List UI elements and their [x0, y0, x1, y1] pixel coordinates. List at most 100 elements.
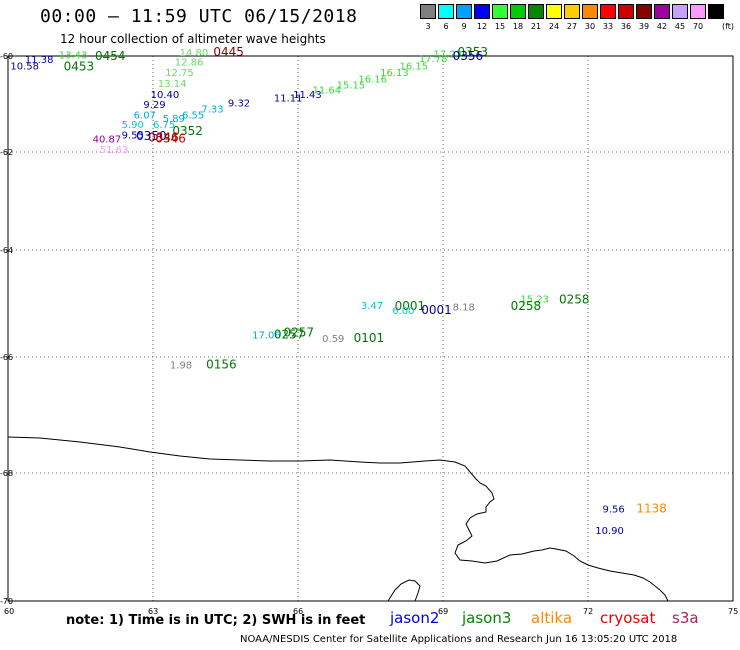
legend-label: 15 [494, 22, 506, 31]
lon-tick-label: 63 [148, 607, 158, 616]
mission-label-s3a: s3a [672, 609, 699, 627]
page-subtitle: 12 hour collection of altimeter wave hei… [60, 32, 326, 46]
lat-tick-label: -66 [0, 353, 13, 362]
observation-time-label: 0001 [395, 299, 426, 313]
wave-height-label: 12.75 [165, 68, 194, 79]
lon-tick-label: 75 [728, 607, 738, 616]
wave-height-label: 6.07 [134, 110, 156, 121]
wave-height-label: 15.15 [337, 81, 366, 92]
observation-time-label: 1138 [636, 502, 667, 516]
legend-label: 18 [512, 22, 524, 31]
legend-label: 39 [638, 22, 650, 31]
lat-tick-label: -70 [0, 597, 13, 606]
wave-height-label: 51.63 [100, 145, 129, 156]
lat-tick-label: -60 [0, 52, 13, 61]
observation-time-label: 0258 [559, 293, 590, 307]
wave-height-label: 17.23 [433, 49, 462, 60]
observation-time-label: 0350 [136, 129, 167, 143]
legend-label: 12 [476, 22, 488, 31]
observation-time-label: 0352 [172, 124, 203, 138]
lat-tick-label: -62 [0, 148, 13, 157]
axis-tick-labels: 60 63 66 69 72 75 -60 -62 -64 -66 -68 -70 [0, 52, 738, 616]
wave-height-label: 15.23 [520, 294, 549, 305]
legend-swatch [690, 4, 706, 19]
mission-label-cryosat: cryosat [600, 609, 656, 627]
legend-swatch [672, 4, 688, 19]
legend-swatch [582, 4, 598, 19]
wave-height-label: 6.00 [392, 306, 414, 317]
legend-swatch [438, 4, 454, 19]
footer-credit: NOAA/NESDIS Center for Satellite Applica… [240, 634, 678, 645]
graticule-grid [8, 56, 733, 601]
wave-height-label: 16.13 [380, 68, 409, 79]
lon-tick-label: 69 [438, 607, 448, 616]
mission-label-jason2: jason2 [390, 609, 440, 627]
wave-height-label: 11.64 [313, 85, 342, 96]
legend-label: 45 [674, 22, 686, 31]
wave-height-label: 6.75 [153, 120, 175, 131]
observation-time-label: 0001 [421, 303, 452, 317]
observation-time-label: 0156 [206, 358, 237, 372]
observation-time-label: 0101 [354, 331, 385, 345]
wave-height-label: 1.98 [170, 361, 192, 372]
legend-label: 9 [461, 22, 467, 31]
legend-label: 42 [656, 22, 668, 31]
legend-swatch [492, 4, 508, 19]
lon-tick-label: 72 [583, 607, 593, 616]
wave-height-label: 9.32 [228, 98, 250, 109]
wave-height-label: 3.47 [361, 301, 383, 312]
legend-swatch [420, 4, 436, 19]
wave-height-label: 9.29 [143, 100, 165, 111]
legend-label: 24 [548, 22, 560, 31]
legend-label: 33 [602, 22, 614, 31]
wave-height-label: 40.87 [93, 134, 122, 145]
legend-swatch [618, 4, 634, 19]
wave-height-label: 16.16 [358, 74, 387, 85]
legend-swatch [564, 4, 580, 19]
legend-swatch [510, 4, 526, 19]
page-title: 00:00 – 11:59 UTC 06/15/2018 [40, 6, 358, 27]
wave-height-label: 11.11 [274, 94, 303, 105]
legend-label: 21 [530, 22, 542, 31]
wave-height-label: 9.56 [603, 505, 625, 516]
lat-tick-label: -68 [0, 469, 13, 478]
map-frame [7, 55, 734, 602]
legend-swatch [654, 4, 670, 19]
wave-height-label: 6.55 [182, 110, 204, 121]
legend-swatch [456, 4, 472, 19]
wave-height-label: 0.59 [322, 334, 344, 345]
observation-time-label: 0258 [511, 299, 542, 313]
footer-note: note: 1) Time is in UTC; 2) SWH is in fe… [66, 613, 366, 628]
legend-label: 70 [692, 22, 704, 31]
coastline-inlet [387, 579, 421, 602]
observation-time-label: 0356 [453, 49, 484, 63]
wave-height-label: 5.90 [122, 120, 144, 131]
wave-height-label: 8.18 [453, 302, 475, 313]
wave-height-label: 14.80 [180, 48, 209, 59]
observation-time-label: 0257 [274, 327, 305, 341]
legend-label: 36 [620, 22, 632, 31]
observation-time-label: 0353 [458, 45, 489, 59]
lat-tick-label: -64 [0, 246, 13, 255]
mission-label-altika: altika [531, 609, 573, 627]
wave-height-label: 11.38 [25, 55, 54, 66]
wave-height-label: 10.90 [595, 526, 624, 537]
lon-tick-label: 66 [293, 607, 303, 616]
observation-time-label: 0454 [95, 49, 126, 63]
legend-label: 30 [584, 22, 596, 31]
wave-height-label: 13.43 [59, 50, 88, 61]
legend-swatch [546, 4, 562, 19]
legend-swatch [636, 4, 652, 19]
wave-height-label: 17.06 [252, 330, 281, 341]
observation-time-label: 0346 [148, 130, 179, 144]
observation-time-label: 0445 [213, 45, 244, 59]
wave-height-label: 16.15 [400, 61, 429, 72]
wave-height-label: 10.40 [151, 90, 180, 101]
observation-time-label: 0257 [284, 326, 315, 340]
legend-label: 6 [443, 22, 449, 31]
wave-height-label: 13.14 [158, 79, 187, 90]
legend-swatch [474, 4, 490, 19]
wave-height-label: 10.58 [10, 61, 39, 72]
